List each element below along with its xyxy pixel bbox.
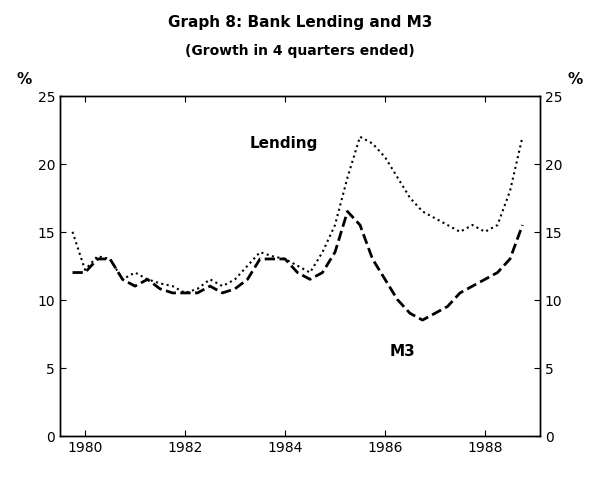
Text: M3: M3 <box>390 344 416 359</box>
Text: Lending: Lending <box>250 136 319 151</box>
Text: (Growth in 4 quarters ended): (Growth in 4 quarters ended) <box>185 44 415 58</box>
Text: %: % <box>568 72 583 87</box>
Text: %: % <box>17 72 32 87</box>
Text: Graph 8: Bank Lending and M3: Graph 8: Bank Lending and M3 <box>168 15 432 30</box>
